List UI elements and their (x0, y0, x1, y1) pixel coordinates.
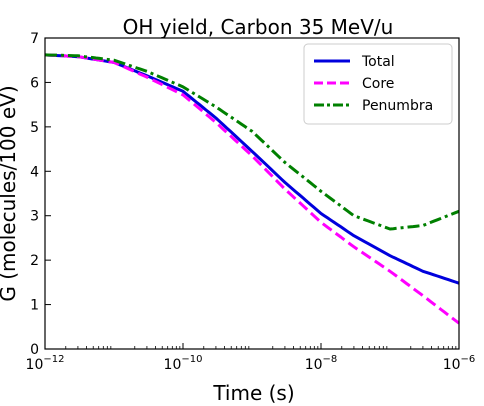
legend-label-penumbra: Penumbra (362, 98, 433, 114)
y-tick-label: 6 (30, 75, 39, 91)
x-tick-label: 10−10 (164, 354, 203, 373)
y-tick-label: 3 (30, 209, 39, 225)
legend-label-core: Core (362, 76, 394, 92)
y-tick-label: 7 (30, 31, 39, 47)
y-tick-label: 5 (30, 120, 39, 136)
x-axis: 10−12 10−10 10−8 10−6 (26, 343, 476, 373)
x-tick-label: 10−6 (443, 354, 476, 373)
y-tick-label: 0 (30, 342, 39, 358)
series-line-core (44, 53, 460, 325)
x-axis-label: Time (s) (212, 381, 294, 405)
y-axis: 0 1 2 3 4 5 6 7 (30, 31, 51, 358)
chart-title: OH yield, Carbon 35 MeV/u (123, 15, 394, 39)
y-axis-label: G (molecules/100 eV) (0, 85, 20, 301)
legend: Total Core Penumbra (303, 43, 453, 125)
y-tick-label: 4 (30, 164, 39, 180)
y-tick-label: 2 (30, 253, 39, 269)
legend-label-total: Total (361, 54, 395, 70)
y-tick-label: 1 (30, 298, 39, 314)
plot-frame (44, 37, 460, 350)
series-line-penumbra (44, 53, 460, 231)
x-tick-label: 10−8 (305, 354, 338, 373)
plot-area (44, 53, 460, 325)
